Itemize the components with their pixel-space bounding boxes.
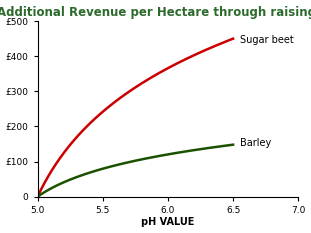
Title: Additional Revenue per Hectare through raising pH: Additional Revenue per Hectare through r…	[0, 6, 311, 19]
Text: Barley: Barley	[239, 138, 271, 148]
Text: Sugar beet: Sugar beet	[239, 35, 293, 45]
X-axis label: pH VALUE: pH VALUE	[141, 217, 195, 227]
